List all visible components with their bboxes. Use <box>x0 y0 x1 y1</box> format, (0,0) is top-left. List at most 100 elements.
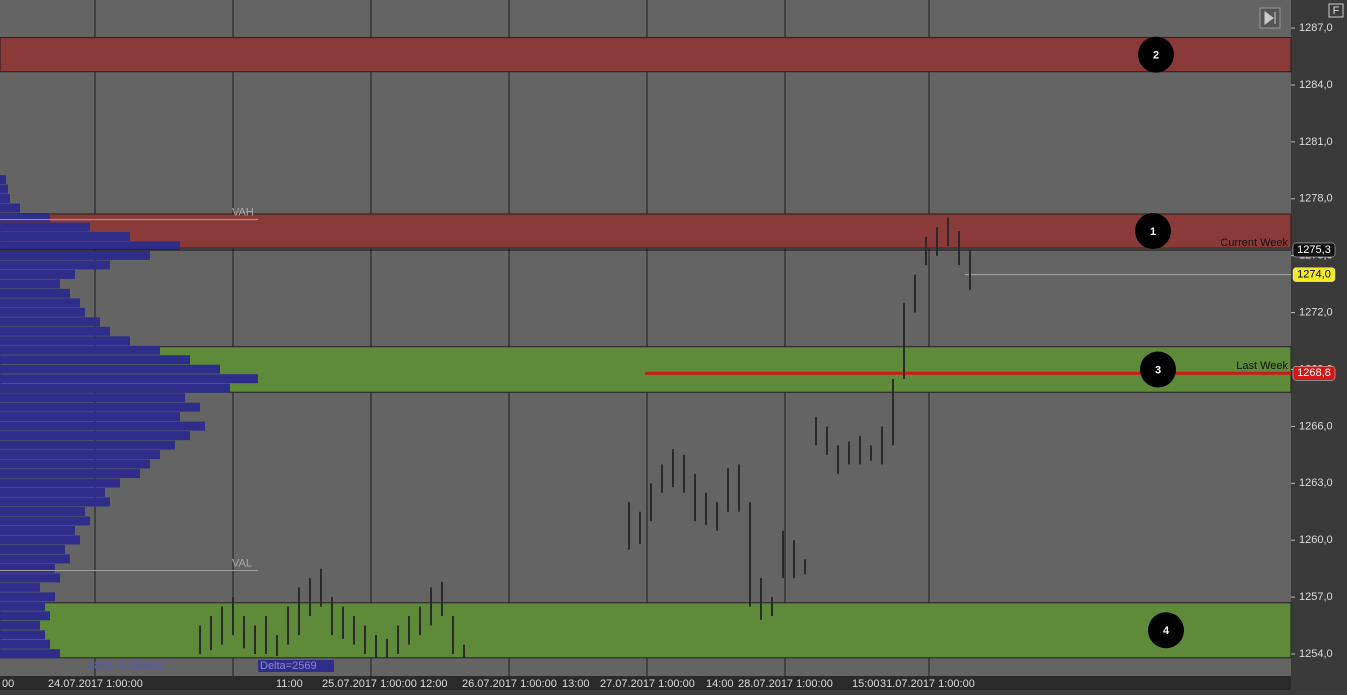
profile-bar <box>0 582 40 592</box>
profile-bar <box>0 260 110 270</box>
zone-badge-label: 4 <box>1163 625 1170 637</box>
profile-bar <box>0 649 60 659</box>
profile-bar <box>0 194 10 204</box>
profile-bar <box>0 620 40 630</box>
level-label: VAH <box>232 207 254 219</box>
profile-bar <box>0 639 50 649</box>
profile-bar <box>0 345 160 355</box>
delta-box <box>258 660 334 672</box>
profile-bar <box>0 222 90 232</box>
x-tick-label: 24.07.2017 1:00:00 <box>48 678 143 690</box>
price-marker-label: 1268,8 <box>1297 367 1331 379</box>
y-tick-label: 1287,0 <box>1299 22 1333 34</box>
f-icon: F <box>1333 5 1340 17</box>
profile-bar <box>0 507 85 516</box>
profile-bar <box>0 611 50 621</box>
x-tick-label: 13:00 <box>562 678 590 690</box>
x-tick-label: 11:00 <box>276 678 303 690</box>
zone-badge <box>1135 213 1171 250</box>
profile-bar <box>0 298 80 308</box>
zone <box>0 37 1292 73</box>
zone-badge-label: 1 <box>1150 226 1156 238</box>
x-tick-label: 28.07.2017 1:00:00 <box>738 678 833 690</box>
profile-bar <box>0 469 140 479</box>
profile-bar <box>0 431 190 441</box>
x-tick-label: 14:00 <box>706 678 734 690</box>
profile-bar <box>0 203 20 213</box>
profile-bar <box>0 630 45 640</box>
x-tick-label: 31.07.2017 1:00:00 <box>880 678 975 690</box>
profile-bar <box>0 241 180 251</box>
delta: Delta=2569 <box>260 660 317 672</box>
profile-bar <box>0 516 90 526</box>
zone-badge-label: 3 <box>1155 364 1161 376</box>
price-marker <box>1292 366 1336 381</box>
x-tick-label: 15:00 <box>852 678 880 690</box>
zone <box>0 602 1292 659</box>
profile-bar <box>0 421 205 431</box>
profile-bar <box>0 554 70 564</box>
x-tick-label: 27.07.2017 1:00:00 <box>600 678 695 690</box>
profile-bar <box>0 175 6 185</box>
profile-bar <box>0 488 105 498</box>
profile-bar <box>0 231 130 241</box>
price-axis <box>1291 0 1347 690</box>
profile-bar <box>0 288 70 298</box>
zone-badge <box>1148 612 1184 649</box>
profile-bar <box>0 213 50 222</box>
profile-bar <box>0 250 150 260</box>
profile-bar <box>0 573 60 583</box>
profile-bar <box>0 497 110 507</box>
f-button[interactable] <box>1328 3 1344 18</box>
profile-bar <box>0 317 100 327</box>
x-tick-label: 12:00 <box>420 678 448 690</box>
profile-bar <box>0 563 55 573</box>
zone-badge <box>1140 351 1176 388</box>
profile-bar <box>0 383 230 393</box>
price-marker-label: 1274,0 <box>1297 269 1331 281</box>
y-tick-label: 1284,0 <box>1299 79 1333 91</box>
profile-bar <box>0 326 110 336</box>
profile-bar <box>0 336 130 346</box>
y-tick-label: 1272,0 <box>1299 306 1333 318</box>
zone <box>0 213 1292 249</box>
profile-bar <box>0 601 45 611</box>
y-tick-label: 1254,0 <box>1299 648 1333 660</box>
profile-bar <box>0 279 60 289</box>
level-label: Current Week <box>1220 237 1288 249</box>
profile-bar <box>0 544 65 554</box>
profile-bar <box>0 459 150 469</box>
plot-background <box>0 0 1291 676</box>
y-tick-label: 1260,0 <box>1299 534 1333 546</box>
profile-bar <box>0 525 75 535</box>
level-label: VAL <box>232 557 252 569</box>
zone-badge-label: 2 <box>1153 50 1159 62</box>
y-tick-label: 1263,0 <box>1299 477 1333 489</box>
profile-bar <box>0 478 120 488</box>
profile-bar <box>0 307 85 317</box>
profile-bar <box>0 450 160 460</box>
profile-bar <box>0 393 185 403</box>
profile-bar <box>0 355 190 365</box>
profile-bar <box>0 535 80 545</box>
scroll-icon <box>1264 11 1276 25</box>
x-tick-label: 00 <box>2 678 14 690</box>
profile-bar <box>0 440 175 450</box>
y-tick-label: 1281,0 <box>1299 136 1333 148</box>
zone-badge <box>1138 36 1174 73</box>
profile-bar <box>0 412 180 422</box>
profile-bar <box>0 402 200 412</box>
y-tick-label: 1278,0 <box>1299 193 1333 205</box>
price-marker <box>1292 267 1336 282</box>
x-tick-label: 25.07.2017 1:00:00 <box>322 678 417 690</box>
volume-totals: 386274 388843 <box>88 660 164 672</box>
profile-bar <box>0 592 55 602</box>
time-axis <box>0 676 1291 690</box>
price-marker-label: 1275,3 <box>1297 244 1331 256</box>
profile-bar <box>0 184 8 194</box>
x-tick-label: 26.07.2017 1:00:00 <box>462 678 557 690</box>
y-tick-label: 1266,0 <box>1299 420 1333 432</box>
price-marker <box>1292 242 1336 258</box>
profile-bar <box>0 269 75 279</box>
